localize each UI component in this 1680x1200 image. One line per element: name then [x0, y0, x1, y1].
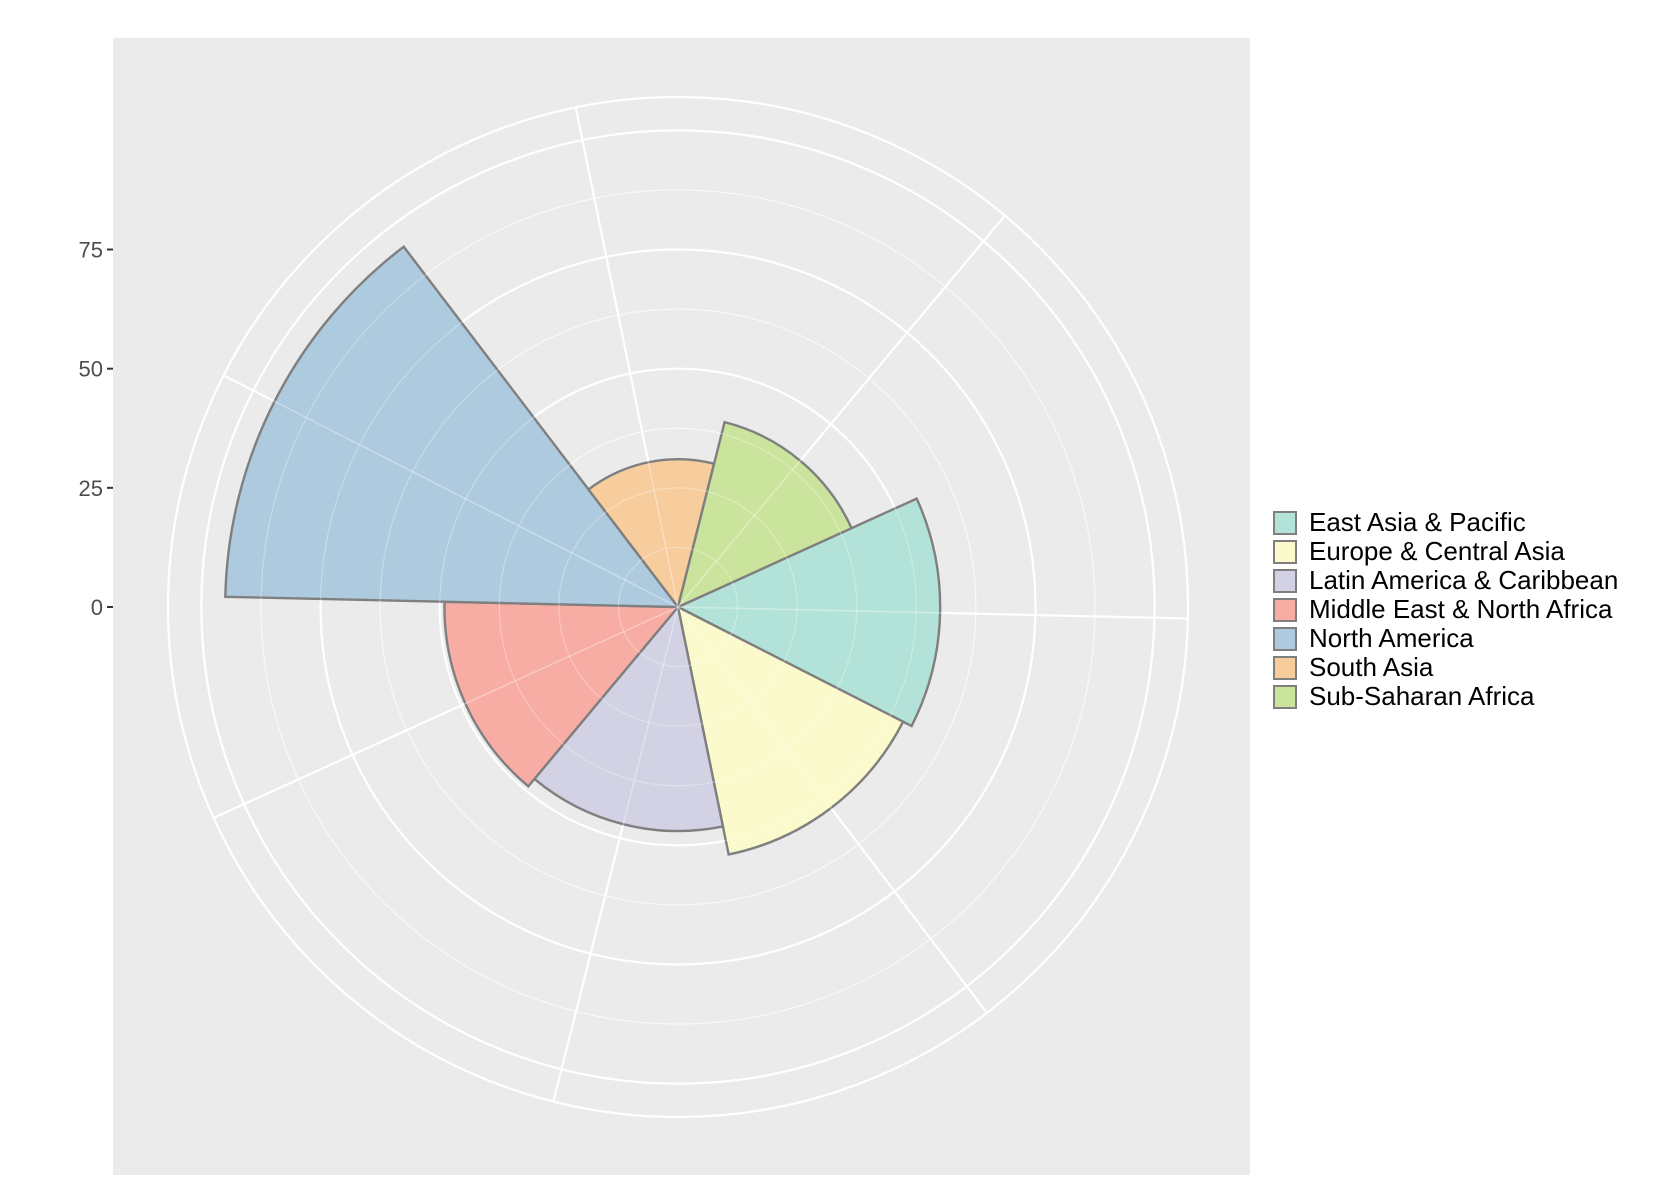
grid-circle-overlay	[617, 546, 739, 668]
wedge-north-america	[224, 245, 681, 609]
radial-axis: 0 25 50 75	[79, 238, 113, 620]
legend-key	[1273, 626, 1297, 651]
grid-circle-overlay	[319, 248, 1037, 966]
legend-key	[1273, 655, 1297, 680]
legend-item: Latin America & Caribbean	[1273, 565, 1619, 595]
legend-key	[1273, 510, 1297, 535]
legend-label: East Asia & Pacific	[1309, 507, 1526, 537]
grid-circle-overlay	[498, 427, 858, 787]
grid-spoke-overlay	[574, 107, 679, 608]
radial-tick-label: 25	[79, 476, 103, 501]
legend-key	[1273, 597, 1297, 622]
grid-circle-overlay	[260, 189, 1096, 1025]
wedge-middle-east-north-africa	[443, 600, 681, 788]
grid-circle-major	[319, 248, 1037, 966]
grid-circle-overlay	[558, 487, 798, 727]
grid-spoke-overlay	[223, 374, 679, 608]
legend: East Asia & Pacific Europe & Central Asia…	[1273, 507, 1619, 711]
grid-circle-overlay	[439, 368, 917, 846]
grid-circle-outer	[166, 95, 1190, 1119]
grid-spoke-overlay	[677, 215, 1006, 608]
grid-spoke-overlay	[677, 606, 988, 1014]
grid-circle-overlay	[200, 129, 1156, 1085]
wedge-sub-saharan-africa	[676, 420, 854, 610]
radial-tick-label: 75	[79, 238, 103, 263]
wedge-latin-america-caribbean	[532, 604, 725, 833]
legend-item: Europe & Central Asia	[1273, 536, 1618, 566]
legend-item: South Asia	[1273, 652, 1618, 682]
radial-tick-label: 50	[79, 357, 103, 382]
grid-circle-major	[200, 129, 1156, 1085]
grid-spoke-overlay	[213, 606, 679, 819]
legend-item: Middle East & North Africa	[1273, 594, 1618, 624]
grid-circle-minor	[260, 189, 1096, 1025]
legend-key	[1273, 684, 1297, 709]
legend-item: East Asia & Pacific	[1273, 507, 1618, 537]
wedge-europe-central-asia	[676, 604, 905, 856]
grid-spoke-overlay	[552, 606, 679, 1102]
wedge-south-asia	[586, 458, 716, 610]
legend-label: Europe & Central Asia	[1309, 536, 1565, 566]
radial-tick-label: 0	[91, 595, 103, 620]
wedge-east-asia-pacific	[675, 497, 942, 728]
bars-layer	[200, 107, 1188, 1102]
legend-label: North America	[1309, 623, 1474, 653]
grid-circle-minor	[379, 308, 977, 906]
legend-label: Middle East & North Africa	[1309, 594, 1613, 624]
legend-label: Sub-Saharan Africa	[1309, 681, 1535, 711]
legend-item: Sub-Saharan Africa	[1273, 681, 1618, 711]
grid-circle-overlay	[379, 308, 977, 906]
grid-spoke-overlay	[677, 606, 1188, 620]
legend-label: South Asia	[1309, 652, 1434, 682]
legend-item: North America	[1273, 623, 1618, 653]
legend-key	[1273, 539, 1297, 564]
legend-label: Latin America & Caribbean	[1309, 565, 1619, 595]
legend-key	[1273, 568, 1297, 593]
